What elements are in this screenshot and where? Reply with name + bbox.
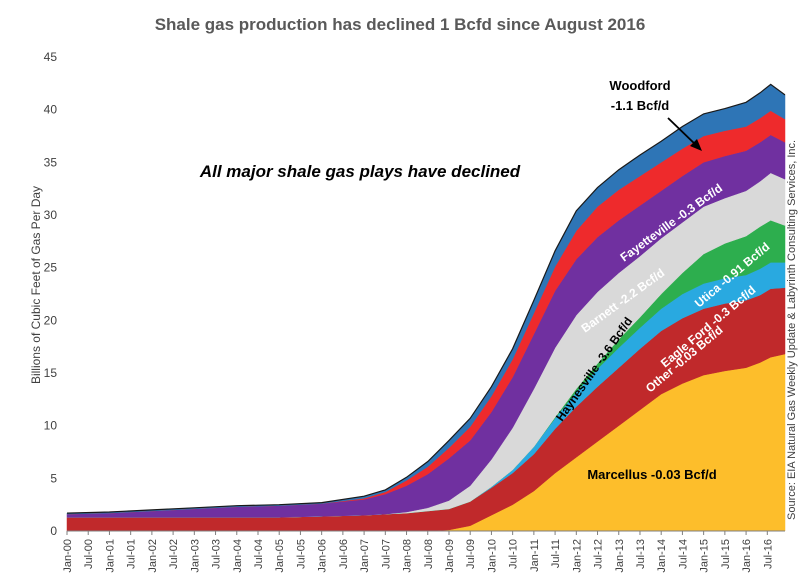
x-tick-label: Jul-09 [465, 539, 477, 569]
y-tick-label: 45 [44, 50, 58, 64]
x-tick-label: Jul-04 [253, 539, 265, 569]
x-tick-label: Jul-00 [83, 539, 95, 569]
x-tick-label: Jan-05 [274, 539, 286, 573]
woodford-label: Woodford [609, 78, 670, 93]
x-tick-label: Jan-10 [486, 539, 498, 573]
x-tick-label: Jan-06 [317, 539, 329, 573]
x-tick-label: Jan-00 [62, 539, 74, 573]
y-tick-label: 20 [44, 313, 58, 327]
y-tick-label: 25 [44, 261, 58, 275]
x-tick-label: Jul-03 [211, 539, 223, 569]
y-tick-label: 35 [44, 155, 58, 169]
x-tick-label: Jul-14 [677, 539, 689, 569]
x-tick-label: Jul-08 [423, 539, 435, 569]
x-tick-label: Jan-12 [571, 539, 583, 573]
woodford-arrowhead [690, 139, 702, 151]
headline-annotation: All major shale gas plays have declined [199, 162, 521, 181]
x-tick-label: Jan-09 [444, 539, 456, 573]
x-tick-label: Jan-02 [147, 539, 159, 573]
y-tick-labels: 0 5 10 15 20 25 30 35 40 45 [44, 50, 58, 538]
x-tick-label: Jul-10 [508, 539, 520, 569]
y-tick-label: 15 [44, 366, 58, 380]
x-tick-label: Jul-01 [126, 539, 138, 569]
x-tick-label: Jan-08 [402, 539, 414, 573]
x-tick-label: Jan-14 [656, 539, 668, 573]
x-tick-label: Jul-07 [380, 539, 392, 569]
x-tick-label: Jan-13 [614, 539, 626, 573]
y-tick-label: 30 [44, 208, 58, 222]
chart-title: Shale gas production has declined 1 Bcfd… [155, 15, 646, 34]
source-note: Source: EIA Natural Gas Weekly Update & … [786, 140, 798, 520]
x-tick-label: Jan-04 [232, 539, 244, 573]
y-tick-label: 5 [50, 471, 57, 485]
x-tick-label: Jul-16 [762, 539, 774, 569]
y-axis-label: Billions of Cubic Feet of Gas Per Day [29, 186, 43, 384]
x-tick-label: Jul-02 [168, 539, 180, 569]
x-tick-label: Jul-06 [338, 539, 350, 569]
x-tick-label: Jan-15 [699, 539, 711, 573]
x-tick-label: Jan-03 [189, 539, 201, 573]
x-tick-labels: Jan-00 Jul-00 Jan-01 Jul-01 Jan-02 Jul-02 Jan-… [62, 531, 774, 573]
x-tick-label: Jul-11 [550, 539, 562, 568]
total-outline [66, 83, 786, 514]
x-tick-label: Jul-13 [635, 539, 647, 569]
y-tick-label: 40 [44, 103, 58, 117]
woodford-change: -1.1 Bcf/d [611, 98, 670, 113]
x-tick-label: Jan-11 [529, 539, 541, 572]
x-tick-label: Jan-01 [104, 539, 116, 573]
y-tick-label: 0 [50, 524, 57, 538]
x-tick-label: Jan-16 [741, 539, 753, 573]
x-tick-label: Jul-05 [295, 539, 307, 569]
x-tick-label: Jan-07 [359, 539, 371, 573]
y-tick-label: 10 [44, 419, 58, 433]
x-tick-label: Jul-15 [720, 539, 732, 569]
woodford-arrow [667, 117, 698, 147]
x-tick-label: Jul-12 [593, 539, 605, 569]
stacked-area-series [66, 83, 786, 532]
marcellus-label: Marcellus -0.03 Bcf/d [587, 467, 716, 482]
